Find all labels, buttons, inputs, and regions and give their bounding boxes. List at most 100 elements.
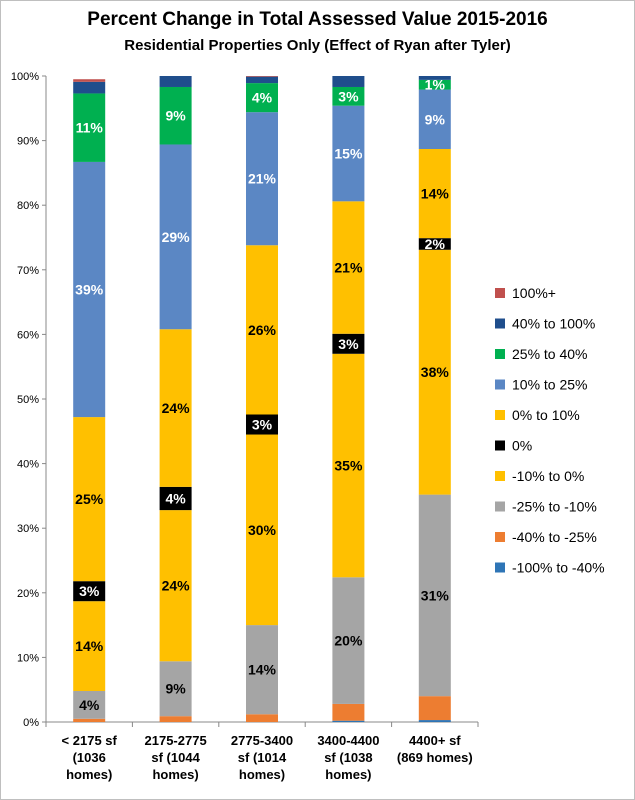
y-tick-label: 10% (17, 652, 39, 664)
data-label: 25% (75, 491, 104, 507)
bar-segment (418, 249, 451, 495)
bar-segment (73, 601, 106, 691)
bar-segment (246, 414, 278, 435)
bar-segment (159, 510, 192, 662)
bar-segment (332, 76, 365, 87)
bar-segment (246, 245, 278, 415)
data-label: 2% (425, 236, 446, 252)
legend-label: 40% to 100% (512, 316, 595, 332)
data-label: 4% (79, 697, 100, 713)
legend-label: -40% to -25% (512, 529, 597, 545)
bar-segment (418, 76, 451, 80)
y-tick-label: 80% (17, 200, 39, 212)
y-tick-label: 90% (17, 136, 39, 148)
data-label: 9% (165, 681, 186, 697)
data-label: 3% (338, 336, 359, 352)
bar-segment (73, 718, 106, 722)
bar-segment (246, 625, 278, 715)
x-tick-label: 4400+ sf (409, 733, 461, 748)
bar-segment (246, 714, 278, 722)
bar-segment (73, 581, 106, 602)
x-tick-label: sf (1044 (151, 750, 200, 765)
bar-layer (73, 76, 451, 722)
x-tick-label: homes) (152, 767, 198, 782)
bar-segment (159, 76, 192, 87)
legend-swatch (495, 471, 505, 481)
bar-segment (332, 86, 365, 106)
x-tick-label: 3400-4400 (317, 733, 379, 748)
axis-layer: 0% 10% 20% 30% 40% 50% 60% 70% 80% 90% 100% < 2175 … (11, 71, 479, 782)
x-tick-label: (869 homes) (397, 750, 473, 765)
bar-segment (159, 716, 192, 722)
y-tick-label: 0% (23, 717, 39, 729)
legend-label: 0% to 10% (512, 407, 580, 423)
legend-label: 100%+ (512, 285, 556, 301)
legend-swatch (495, 379, 505, 390)
data-label: 14% (248, 662, 277, 678)
bar-segment (332, 703, 365, 721)
x-tick-label: 2775-3400 (231, 733, 293, 748)
legend-label: -100% to -40% (512, 560, 605, 576)
data-label: 35% (334, 458, 363, 474)
y-tick-label: 40% (17, 459, 39, 471)
bar-segment (159, 661, 192, 717)
legend-swatch (495, 288, 505, 298)
bar-segment (246, 76, 278, 84)
legend-swatch (495, 501, 505, 512)
bar-segment (332, 333, 365, 354)
data-label: 9% (165, 108, 186, 124)
bar-segment (418, 148, 451, 239)
bar-segment (332, 201, 365, 334)
data-label: 4% (165, 490, 186, 506)
legend: 100%+ 40% to 100% 25% to 40% 10% to 25% 0% t… (495, 285, 605, 576)
data-label: 29% (162, 229, 191, 245)
y-tick-label: 20% (17, 588, 39, 600)
x-tick-label: 2175-2775 (145, 733, 207, 748)
data-label: 38% (421, 364, 450, 380)
y-tick-label: 30% (17, 523, 39, 535)
bar-segment (159, 486, 192, 511)
bar-segment (418, 696, 451, 721)
data-label: 21% (334, 260, 363, 276)
bar-segment (159, 86, 192, 145)
data-label: 4% (252, 90, 273, 106)
bar-segment (332, 577, 365, 704)
y-tick-label: 60% (17, 329, 39, 341)
bar-segment (73, 79, 106, 82)
data-label: 14% (421, 186, 450, 202)
bar-segment (332, 105, 365, 202)
bar-segment (73, 93, 106, 162)
data-label: 26% (248, 322, 277, 338)
bar-segment (332, 720, 365, 722)
bar-segment (246, 83, 278, 113)
legend-label: 0% (512, 438, 532, 454)
legend-swatch (495, 562, 505, 573)
x-tick-label: sf (1038 (324, 750, 372, 765)
data-label: 31% (421, 587, 450, 603)
legend-swatch (495, 532, 505, 542)
x-tick-label: < 2175 sf (62, 733, 118, 748)
data-label: 1% (425, 77, 446, 93)
x-tick-label: (1036 (73, 750, 106, 765)
bar-segment (73, 417, 106, 582)
bar-segment (418, 720, 451, 722)
bar-segment (418, 238, 451, 250)
data-label: 20% (334, 633, 363, 649)
data-label: 24% (162, 578, 191, 594)
data-label: 3% (252, 417, 273, 433)
bar-segment (73, 161, 106, 418)
legend-label: 10% to 25% (512, 377, 588, 393)
x-tick-label: homes) (66, 767, 112, 782)
y-tick-label: 100% (11, 71, 39, 83)
data-label: 14% (75, 638, 104, 654)
data-label: 15% (334, 146, 363, 162)
chart-title: Percent Change in Total Assessed Value 2… (87, 9, 548, 30)
bar-segment (418, 89, 451, 149)
data-label: 11% (76, 120, 104, 136)
y-tick-label: 70% (17, 265, 39, 277)
legend-label: 25% to 40% (512, 346, 588, 362)
chart-subtitle: Residential Properties Only (Effect of R… (124, 37, 511, 54)
legend-swatch (495, 410, 505, 420)
data-label-layer: 4% 14% 3% 25% 39% 11% 9% 24% 4% 24% 29% 9% 14% 30% 3% 2… (75, 77, 449, 713)
